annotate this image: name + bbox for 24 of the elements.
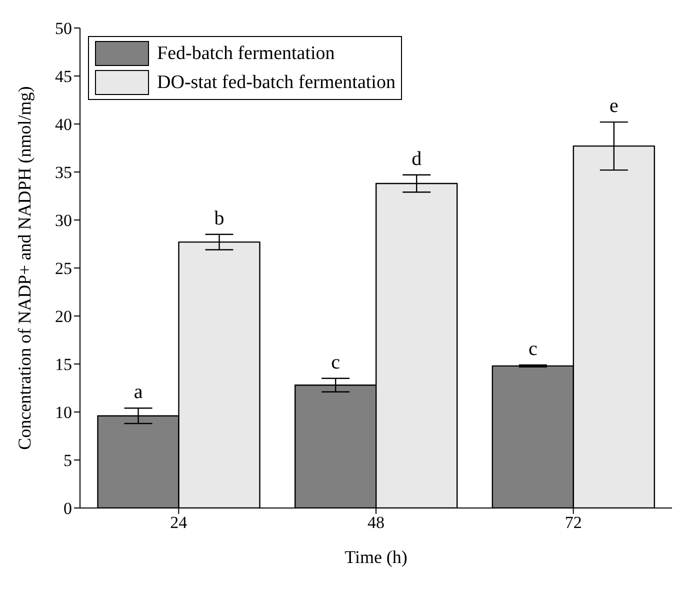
- data-label: d: [412, 148, 422, 170]
- data-label: c: [528, 338, 538, 360]
- y-tick-label: 20: [55, 307, 72, 326]
- data-label: c: [331, 351, 340, 374]
- data-label: a: [134, 381, 143, 404]
- y-tick-label: 35: [55, 163, 72, 182]
- y-tick-label: 15: [55, 355, 72, 374]
- y-tick-label: 25: [55, 259, 72, 278]
- x-tick-label: 48: [368, 513, 384, 532]
- y-tick-label: 5: [64, 451, 72, 470]
- data-label: b: [214, 207, 224, 230]
- x-axis-title: Time (h): [344, 547, 408, 567]
- y-tick-label: 45: [55, 67, 72, 86]
- legend-label: Fed-batch fermentation: [157, 42, 335, 66]
- y-tick-label: 40: [55, 115, 72, 134]
- y-axis-title: Concentration of NADP+ and NADPH (nmol/mg): [14, 86, 34, 450]
- y-tick-label: 30: [55, 211, 72, 230]
- data-label: e: [609, 95, 618, 118]
- y-tick-label: 0: [64, 499, 72, 518]
- x-tick-label: 72: [564, 513, 582, 532]
- y-tick-label: 50: [55, 19, 72, 38]
- y-tick-label: 10: [55, 403, 72, 422]
- legend-label: DO-stat fed-batch fermentation: [157, 71, 396, 95]
- x-tick-label: 24: [170, 513, 188, 532]
